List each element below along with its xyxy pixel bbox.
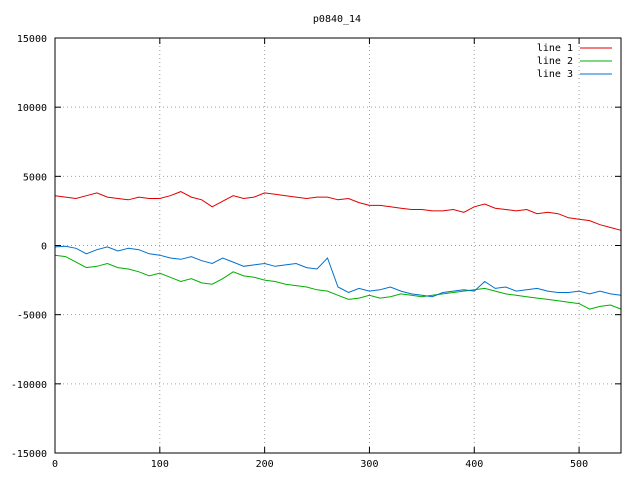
y-tick-label: -15000 bbox=[11, 449, 47, 460]
x-tick-label: 500 bbox=[570, 459, 588, 470]
series-line-3 bbox=[54, 245, 622, 298]
series-layer bbox=[54, 191, 622, 310]
x-tick-label: 0 bbox=[52, 459, 58, 470]
series-line-1 bbox=[54, 191, 622, 231]
legend-label-3: line 3 bbox=[537, 69, 573, 80]
x-tick-label: 100 bbox=[151, 459, 169, 470]
axis-ticks: 0 100 200 300 400 500 -15000 -10000 -5000 0 5000 10… bbox=[11, 34, 621, 470]
series-line-2 bbox=[54, 254, 622, 310]
y-tick-label: 15000 bbox=[17, 34, 47, 45]
y-tick-label: -5000 bbox=[17, 311, 47, 322]
legend-label-2: line 2 bbox=[537, 56, 573, 67]
chart-title: p0840_14 bbox=[313, 14, 361, 25]
y-tick-label: 10000 bbox=[17, 103, 47, 114]
x-tick-label: 200 bbox=[256, 459, 274, 470]
y-tick-label: -10000 bbox=[11, 380, 47, 391]
y-tick-label: 0 bbox=[41, 242, 47, 253]
legend-label-1: line 1 bbox=[537, 43, 573, 54]
legend: line 1 line 2 line 3 bbox=[537, 43, 612, 80]
x-tick-label: 400 bbox=[465, 459, 483, 470]
y-tick-label: 5000 bbox=[23, 172, 47, 183]
x-tick-label: 300 bbox=[360, 459, 378, 470]
